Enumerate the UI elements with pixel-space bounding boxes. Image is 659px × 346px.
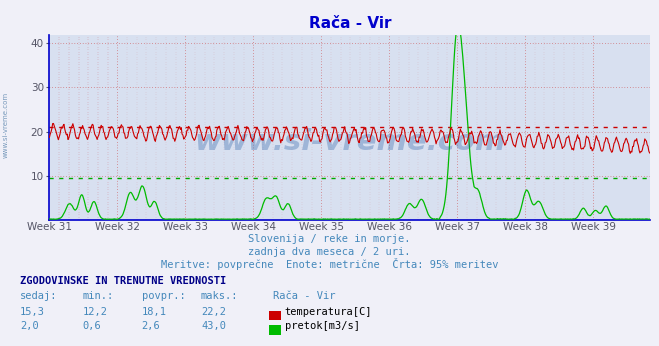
Text: povpr.:: povpr.: — [142, 291, 185, 301]
Text: 18,1: 18,1 — [142, 307, 167, 317]
Text: www.si-vreme.com: www.si-vreme.com — [2, 91, 9, 158]
Text: Meritve: povprečne  Enote: metrične  Črta: 95% meritev: Meritve: povprečne Enote: metrične Črta:… — [161, 258, 498, 271]
Text: temperatura[C]: temperatura[C] — [285, 307, 372, 317]
Text: min.:: min.: — [82, 291, 113, 301]
Text: sedaj:: sedaj: — [20, 291, 57, 301]
Text: Rača - Vir: Rača - Vir — [273, 291, 336, 301]
Title: Rača - Vir: Rača - Vir — [308, 16, 391, 31]
Text: ZGODOVINSKE IN TRENUTNE VREDNOSTI: ZGODOVINSKE IN TRENUTNE VREDNOSTI — [20, 276, 226, 286]
Text: 43,0: 43,0 — [201, 321, 226, 331]
Text: 15,3: 15,3 — [20, 307, 45, 317]
Text: 2,6: 2,6 — [142, 321, 160, 331]
Text: pretok[m3/s]: pretok[m3/s] — [285, 321, 360, 331]
Text: zadnja dva meseca / 2 uri.: zadnja dva meseca / 2 uri. — [248, 247, 411, 257]
Text: 2,0: 2,0 — [20, 321, 38, 331]
Text: 22,2: 22,2 — [201, 307, 226, 317]
Text: Slovenija / reke in morje.: Slovenija / reke in morje. — [248, 234, 411, 244]
Text: www.si-vreme.com: www.si-vreme.com — [194, 128, 505, 156]
Text: 12,2: 12,2 — [82, 307, 107, 317]
Text: maks.:: maks.: — [201, 291, 239, 301]
Text: 0,6: 0,6 — [82, 321, 101, 331]
